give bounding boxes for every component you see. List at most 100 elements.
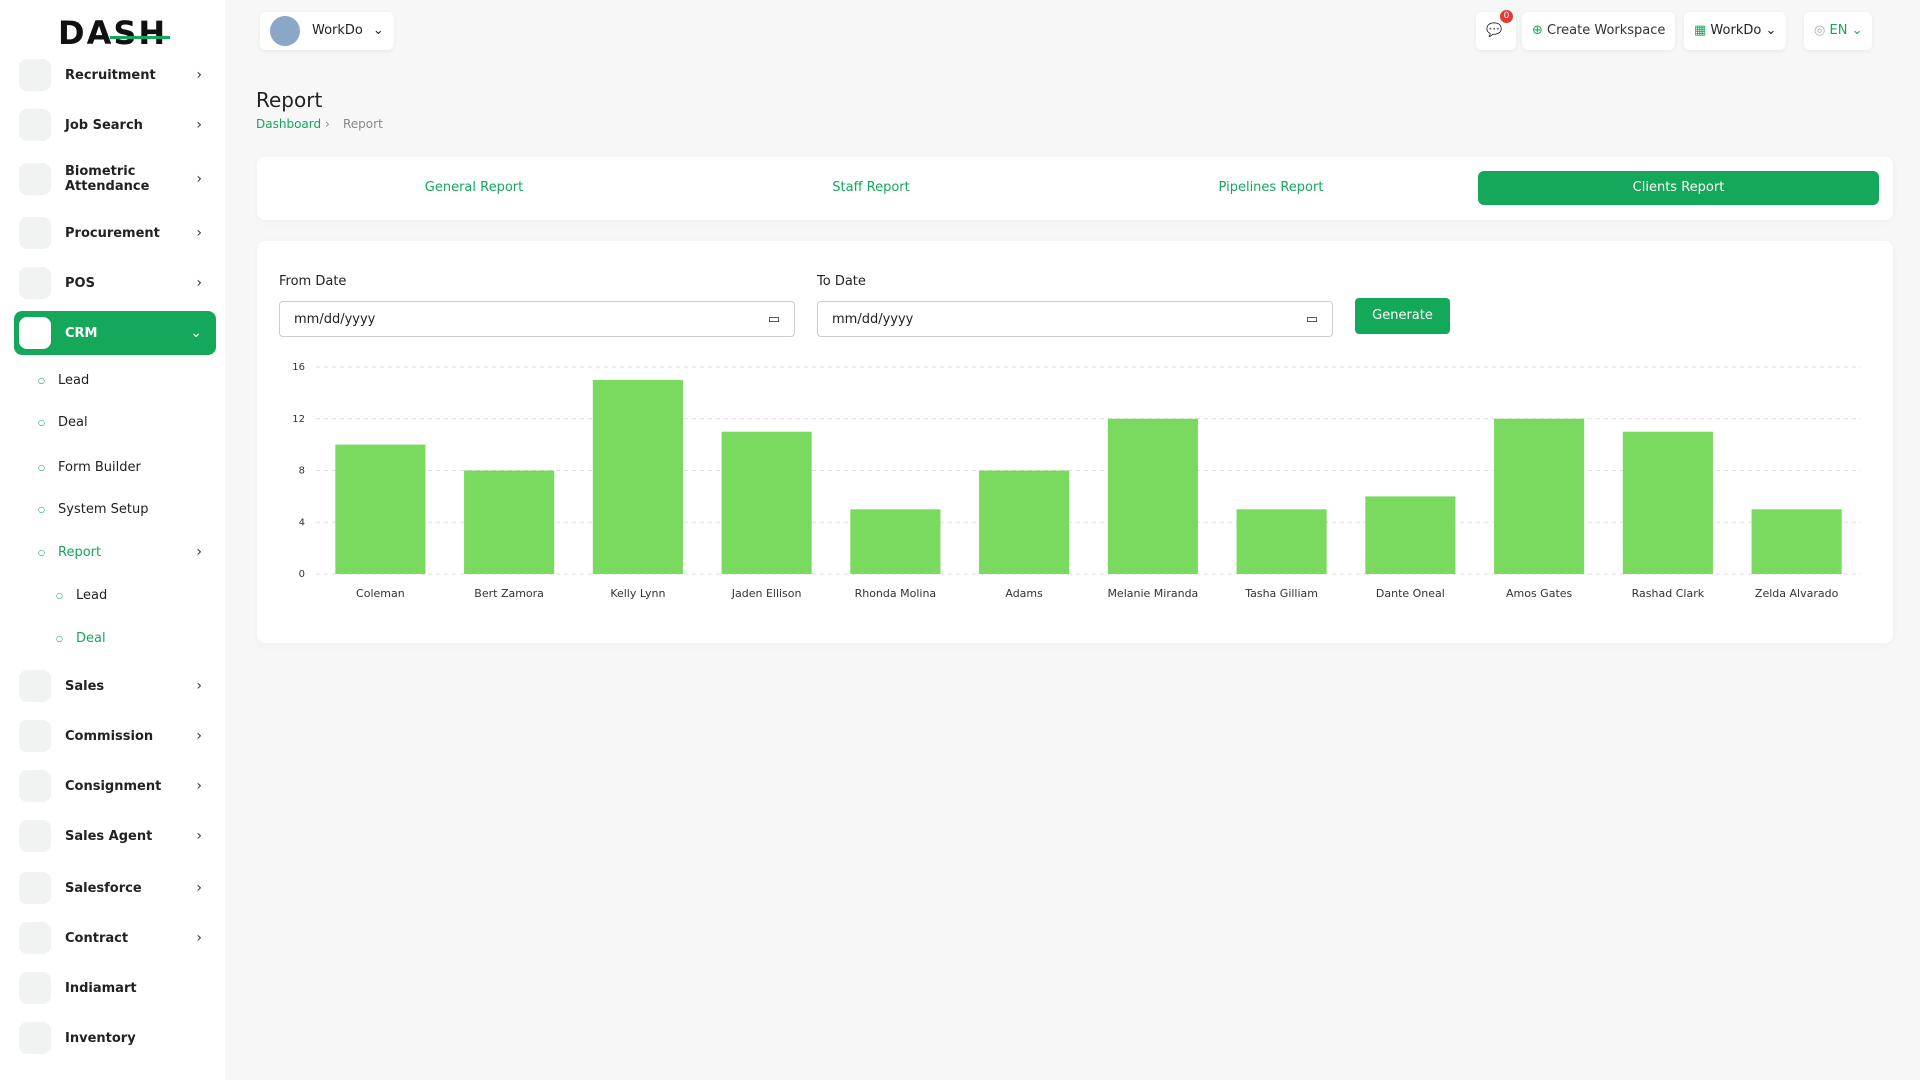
from-input[interactable]: mm/dd/yyyy ▭ (279, 301, 795, 337)
sidebar-item[interactable]: Consignment › (14, 764, 216, 808)
bar (979, 470, 1070, 574)
sidebar-label: Form Builder (58, 459, 141, 475)
bar (1622, 431, 1713, 574)
sidebar-label: POS (65, 275, 95, 291)
tab[interactable]: Staff Report (832, 180, 910, 195)
sidebar-item[interactable]: ○ Report › (38, 544, 202, 560)
bar (1751, 509, 1842, 574)
bar (721, 431, 812, 574)
sidebar-label: CRM (65, 325, 98, 341)
to-input[interactable]: mm/dd/yyyy ▭ (817, 301, 1333, 337)
create-workspace[interactable]: ⊕ Create Workspace (1522, 12, 1676, 50)
sidebar-item[interactable]: Contract › (14, 916, 216, 960)
x-tick-label: Amos Gates (1506, 587, 1573, 600)
user-menu[interactable]: ▦ WorkDo ⌄ (1684, 12, 1787, 50)
x-tick-label: Dante Oneal (1376, 587, 1445, 600)
sidebar-item[interactable]: ○ Deal (38, 414, 88, 430)
sidebar: DASH Recruitment › Job Search › Biometric At… (0, 0, 225, 1080)
language-code: EN (1829, 23, 1848, 38)
sidebar-label: Contract (65, 930, 129, 946)
sidebar-item[interactable]: ○ Lead (38, 372, 90, 388)
x-tick-label: Adams (1005, 587, 1043, 600)
sidebar-label: Sales (65, 678, 105, 694)
sidebar-label: Recruitment (65, 67, 156, 83)
sidebar-item[interactable]: Salesforce › (14, 866, 216, 910)
sidebar-label: Sales Agent (65, 828, 153, 844)
sidebar-label: System Setup (58, 501, 149, 517)
sidebar-label: Commission (65, 728, 154, 744)
sidebar-item[interactable]: Inventory (14, 1016, 216, 1060)
bar (592, 379, 683, 574)
bar (1236, 509, 1327, 574)
sidebar-label: Procurement (65, 225, 160, 241)
workspace-switch[interactable]: WorkDo ⌄ (260, 12, 394, 50)
x-tick-label: Bert Zamora (474, 587, 544, 600)
breadcrumb-link[interactable]: Dashboard (256, 117, 322, 131)
user-name: WorkDo (1710, 23, 1762, 38)
sidebar-item[interactable]: Sales Agent › (14, 814, 216, 858)
bar (1494, 418, 1585, 574)
y-tick-label: 12 (292, 414, 305, 425)
x-tick-label: Jaden Ellison (731, 587, 802, 600)
y-tick-label: 8 (299, 466, 305, 477)
bar (464, 470, 555, 574)
sidebar-label: Job Search (65, 117, 143, 133)
sidebar-label: Lead (58, 372, 90, 388)
x-tick-label: Kelly Lynn (610, 587, 665, 600)
sidebar-item[interactable]: CRM ⌄ (14, 311, 216, 355)
sidebar-item[interactable]: Recruitment › (14, 53, 216, 97)
notifications[interactable]: 💬 0 (1476, 10, 1516, 50)
workspace-name: WorkDo (312, 23, 363, 38)
sidebar-label: Salesforce (65, 880, 142, 896)
sidebar-label: Deal (76, 630, 106, 646)
tab[interactable]: Pipelines Report (1218, 180, 1324, 195)
create-label: Create Workspace (1547, 23, 1666, 38)
to-label: To Date (817, 274, 866, 289)
bar (335, 444, 426, 574)
sidebar-label: Biometric Attendance (65, 164, 150, 194)
generate-button[interactable]: Generate (1355, 298, 1450, 334)
sidebar-label: Report (58, 544, 102, 560)
y-tick-label: 16 (292, 362, 305, 373)
sidebar-label: Lead (76, 587, 108, 603)
page-title: Report (256, 88, 323, 112)
to-placeholder: mm/dd/yyyy (832, 312, 914, 327)
language[interactable]: ◎ EN ⌄ (1804, 12, 1873, 50)
notification-count: 0 (1500, 10, 1513, 23)
from-label: From Date (279, 274, 347, 289)
sidebar-item[interactable]: Biometric Attendance › (14, 157, 216, 201)
breadcrumb-current: Report (343, 117, 383, 131)
sidebar-item[interactable]: POS › (14, 261, 216, 305)
sidebar-item[interactable]: ○ System Setup (38, 501, 149, 517)
sidebar-label: Consignment (65, 778, 162, 794)
x-tick-label: Tasha Gilliam (1244, 587, 1318, 600)
bar (1365, 496, 1456, 574)
x-tick-label: Rhonda Molina (855, 587, 937, 600)
sidebar-item[interactable]: Job Search › (14, 103, 216, 147)
sidebar-label: Indiamart (65, 980, 137, 996)
x-tick-label: Zelda Alvarado (1755, 587, 1839, 600)
y-tick-label: 0 (299, 569, 305, 580)
sidebar-item[interactable]: Sales › (14, 664, 216, 708)
logo: DASH (58, 14, 168, 52)
tab-active[interactable]: Clients Report (1478, 171, 1879, 205)
logo-bar (110, 36, 170, 39)
sidebar-item[interactable]: Indiamart (14, 966, 216, 1010)
sidebar-item[interactable]: ○ Lead (56, 587, 108, 603)
x-tick-label: Rashad Clark (1632, 587, 1705, 600)
tab[interactable]: General Report (424, 180, 524, 195)
sidebar-item[interactable]: ○ Deal (56, 630, 106, 646)
sidebar-item[interactable]: Commission › (14, 714, 216, 758)
bar (1107, 418, 1198, 574)
sidebar-label: Deal (58, 414, 88, 430)
sidebar-item[interactable]: Procurement › (14, 211, 216, 255)
bar (850, 509, 941, 574)
x-tick-label: Melanie Miranda (1107, 587, 1198, 600)
y-tick-label: 4 (299, 517, 305, 528)
x-tick-label: Coleman (356, 587, 405, 600)
from-placeholder: mm/dd/yyyy (294, 312, 376, 327)
chart: 0 4 8 12 16 Coleman Bert Zamora Kelly Lynn Jaden… (292, 362, 1861, 600)
sidebar-item[interactable]: ○ Form Builder (38, 459, 141, 475)
sidebar-label: Inventory (65, 1030, 136, 1046)
